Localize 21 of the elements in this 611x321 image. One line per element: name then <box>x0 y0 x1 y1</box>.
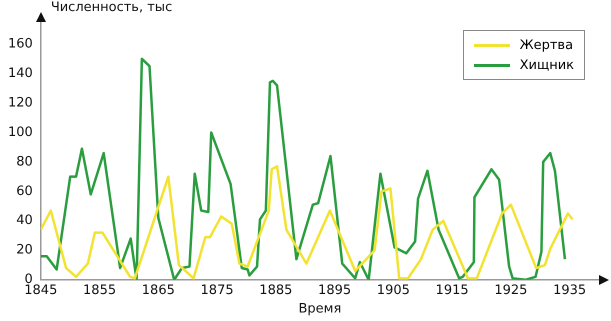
x-tick-label: 1935 <box>553 282 586 298</box>
x-tick-label: 1925 <box>494 282 528 298</box>
x-tick-label: 1905 <box>376 282 410 298</box>
y-tick-label: 140 <box>8 66 33 81</box>
y-tick-label: 40 <box>16 213 33 228</box>
x-tick-label: 1865 <box>142 282 175 298</box>
x-tick-label: 1915 <box>436 282 469 298</box>
y-tick-label: 160 <box>8 36 33 52</box>
x-tick-label: 1875 <box>200 282 234 298</box>
y-tick-label: 120 <box>8 95 33 110</box>
y-tick-label: 20 <box>16 242 33 258</box>
y-tick-label: 100 <box>8 124 33 140</box>
y-tick-label: 80 <box>16 154 33 170</box>
x-axis-title: Время <box>298 302 342 317</box>
x-tick-label: 1885 <box>259 282 292 298</box>
x-tick-label: 1855 <box>83 282 116 298</box>
y-tick-label: 60 <box>16 184 33 199</box>
x-tick-label: 1895 <box>318 282 352 298</box>
legend-label: Хищник <box>520 58 574 72</box>
y-axis-title: Численность, тыс <box>50 0 172 15</box>
legend-label: Жертва <box>520 38 574 52</box>
